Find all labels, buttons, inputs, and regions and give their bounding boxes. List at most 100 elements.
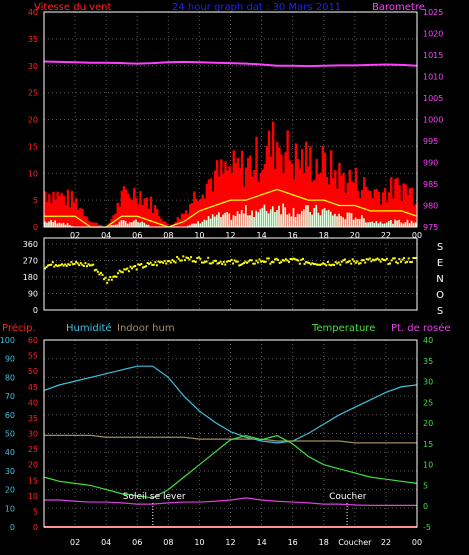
- wind-gust-bar: [286, 130, 289, 227]
- wind-gust-bar: [124, 189, 128, 227]
- wind-gust-bar: [141, 204, 144, 227]
- barometer-tick-label: 990: [423, 159, 438, 168]
- wind-low-bar: [257, 212, 260, 227]
- wind-gust-bar: [83, 216, 86, 227]
- wind-gust-bar: [220, 159, 223, 227]
- wind-gust-bar: [128, 198, 132, 227]
- direction-point: [106, 281, 109, 284]
- direction-point: [385, 257, 388, 260]
- direction-letter: O: [436, 290, 444, 301]
- direction-tick-label: 360: [23, 240, 38, 249]
- bottom-x-tick-label: 04: [101, 538, 111, 547]
- direction-point: [208, 262, 211, 265]
- direction-point: [48, 263, 51, 266]
- wind-gust-bar: [249, 155, 252, 227]
- direction-letter: S: [437, 242, 443, 253]
- wind-gust-bar: [400, 200, 403, 227]
- direction-point: [261, 260, 264, 263]
- wind-low-bar: [213, 216, 216, 227]
- wind-low-bar: [325, 210, 328, 227]
- direction-point: [90, 264, 93, 267]
- precip-tick-label: 5: [33, 507, 38, 516]
- page-title: 24 hour graph dat : 30 Mars 2011: [172, 2, 341, 13]
- barometer-tick-label: 975: [423, 223, 438, 232]
- direction-point: [343, 258, 346, 261]
- direction-point: [361, 259, 364, 262]
- wind-gust-bar: [369, 191, 372, 227]
- wind-low-bar: [126, 223, 129, 227]
- wind-gust-bar: [52, 191, 55, 227]
- wind-low-bar: [54, 220, 57, 227]
- wind-gust-bar: [292, 178, 296, 227]
- wind-low-bar: [44, 221, 46, 227]
- direction-point: [146, 262, 149, 265]
- indoor-hum-label: Indoor hum: [117, 323, 175, 334]
- barometer-tick-label: 1025: [423, 8, 443, 17]
- barometer-tick-label: 985: [423, 180, 438, 189]
- direction-tick-label: 180: [23, 273, 38, 282]
- bottom-x-tick-label: 00: [412, 538, 422, 547]
- top-x-tick-label: 22: [381, 231, 391, 240]
- direction-point: [395, 261, 398, 264]
- direction-point: [235, 260, 238, 263]
- wind-gust-bar: [387, 192, 391, 227]
- direction-point: [87, 263, 90, 266]
- wind-gust-bar: [186, 213, 190, 227]
- direction-point: [253, 262, 256, 265]
- direction-point: [227, 260, 230, 263]
- humidity-ticks: 0 10 20 30 40 50 60 70 80 90 100: [0, 336, 15, 532]
- wind-gust-bar: [263, 164, 267, 227]
- wind-gust-bar: [118, 206, 121, 227]
- direction-point: [339, 263, 342, 266]
- direction-point: [185, 256, 188, 259]
- wind-tick-label: 30: [28, 62, 38, 71]
- precip-tick-label: 10: [28, 492, 38, 501]
- bottom-series: [43, 365, 418, 528]
- wind-gust-bar: [213, 170, 217, 227]
- wind-low-bar: [350, 213, 353, 227]
- wind-gust-bar: [290, 163, 293, 227]
- direction-point: [95, 268, 98, 271]
- direction-point: [396, 262, 399, 265]
- wind-low-bar: [383, 223, 386, 227]
- top-x-tick-label: 16: [288, 231, 298, 240]
- precip-tick-label: 20: [28, 461, 38, 470]
- direction-point: [183, 259, 186, 262]
- direction-point: [73, 262, 76, 265]
- barometer-tick-label: 980: [423, 202, 438, 211]
- top-x-ticks: 02 04 06 08 10 12 14 16 18 20 22 00: [70, 231, 422, 240]
- direction-point: [270, 261, 273, 264]
- wind-gust-bar: [153, 205, 157, 227]
- humidity-line: [43, 365, 418, 444]
- wind-gust-bar: [367, 190, 370, 227]
- precip-tick-label: 60: [28, 336, 38, 345]
- direction-point: [317, 263, 320, 266]
- wind-low-bar: [344, 219, 347, 227]
- direction-point: [202, 261, 205, 264]
- wind-gust-bar: [176, 217, 179, 227]
- direction-point: [186, 257, 189, 260]
- wind-low-bar: [323, 208, 326, 227]
- direction-point: [124, 268, 127, 271]
- top-barometer-ticks: 975 980 985 990 995 1000 1005 1010 1015 1020 1025: [423, 8, 443, 232]
- wind-low-bar: [369, 222, 371, 227]
- wind-gust-bar: [120, 190, 124, 227]
- wind-low-bar: [338, 213, 340, 227]
- wind-low-bar: [303, 209, 305, 227]
- wind-gust-bar: [300, 149, 304, 227]
- wind-low-bar: [191, 223, 193, 227]
- temperature-label: Temperature: [311, 323, 375, 334]
- wind-gust-bar: [60, 192, 63, 227]
- wind-low-bar: [128, 222, 131, 227]
- direction-point: [305, 261, 308, 264]
- wind-low-bar: [307, 205, 309, 227]
- wind-low-bar: [294, 216, 297, 227]
- wind-gust-bar: [282, 172, 285, 227]
- wind-gust-bar: [95, 222, 99, 227]
- direction-point: [311, 262, 314, 265]
- direction-point: [306, 261, 309, 264]
- direction-point: [131, 267, 134, 270]
- direction-point: [351, 258, 354, 261]
- wind-gust-bar: [334, 170, 337, 227]
- precip-tick-label: 50: [28, 367, 38, 376]
